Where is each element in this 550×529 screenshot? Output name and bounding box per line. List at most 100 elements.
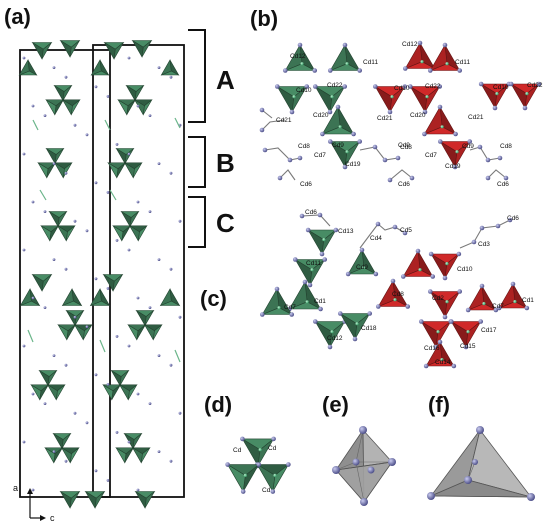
- a-tet-edge-2: [160, 59, 180, 76]
- a-atom-29: [178, 219, 182, 223]
- a-linker-2: [27, 329, 34, 343]
- a-atom-24: [31, 200, 35, 204]
- a-atom-61: [178, 411, 182, 415]
- a-tet-edge-1: [90, 59, 110, 76]
- a-atom-4: [64, 75, 68, 79]
- a-tet-top-3: [131, 40, 153, 58]
- c-label-14: Cd1: [522, 297, 534, 304]
- c-tet-cd7-red: [465, 283, 499, 313]
- a-atom-10: [43, 114, 47, 117]
- c-atom-2: [375, 221, 381, 227]
- a-atom-69: [169, 459, 173, 463]
- b-label-21: Cd9: [462, 143, 474, 150]
- panel-a-unit-cell-view: [18, 40, 185, 509]
- c-bond-2: [371, 223, 406, 234]
- a-trimer-D2: [127, 310, 163, 341]
- a-atom-19: [157, 162, 161, 166]
- a-trimer-F1-tet-1: [52, 433, 72, 450]
- a-atom-67: [157, 450, 161, 453]
- a-atom-47: [115, 335, 119, 338]
- a-atom-43: [148, 306, 152, 309]
- a-atom-9: [136, 104, 140, 108]
- c-atom-3: [392, 224, 398, 230]
- panel-a-atoms: [22, 56, 182, 492]
- a-trimer-B2-tet-1: [115, 148, 135, 165]
- a-tet-midrow-0: [19, 288, 41, 307]
- b-label-13: Cd20: [410, 112, 426, 119]
- b-bond-4: [359, 146, 399, 161]
- c-label-8: Cd10: [457, 266, 473, 273]
- b-bond-3: [279, 169, 296, 181]
- a-atom-33: [127, 248, 131, 252]
- a-atom-55: [106, 383, 110, 386]
- a-atom-35: [157, 258, 161, 261]
- a-atom-28: [73, 219, 77, 223]
- a-trimer-F1-tet-3: [44, 447, 64, 464]
- a-atom-39: [106, 287, 110, 290]
- a-trimer-F2-tet-3: [115, 447, 135, 464]
- c-label-13: Cd7: [492, 303, 504, 310]
- a-atom-54: [94, 373, 98, 377]
- a-trimer-C2-tet-1: [120, 211, 140, 228]
- c-tet-cd14: [423, 339, 457, 369]
- b-tet-cd20-red: [422, 104, 458, 137]
- a-linker-5: [174, 349, 181, 363]
- a-atom-32: [22, 248, 26, 252]
- a-trimer-E2-tet-3: [102, 384, 122, 401]
- b-label-18: Cd9: [398, 142, 410, 149]
- a-tet-mid-0: [31, 274, 53, 292]
- b-label-0: Cd12: [290, 53, 306, 60]
- a-trimer-C2-tet-3: [112, 225, 132, 242]
- c-tet-cd11: [292, 257, 328, 288]
- c-label-3: Cd5: [400, 227, 412, 234]
- c-atom-7: [495, 223, 501, 229]
- a-atom-26: [43, 210, 47, 214]
- a-atom-70: [94, 469, 98, 473]
- b-label-16: Cd8: [298, 143, 310, 150]
- a-trimer-B2-tet-2: [123, 162, 143, 179]
- d-label-1: Cd: [268, 445, 277, 452]
- a-atom-15: [115, 143, 119, 146]
- a-trimer-A2-tet-3: [117, 99, 137, 116]
- c-label-9: Cd7: [284, 304, 296, 311]
- b-label-10: Cd21: [276, 117, 292, 124]
- c-label-1: Cd13: [338, 228, 354, 235]
- b-bond-2: [264, 147, 301, 161]
- b-label-8: Cd10: [493, 84, 509, 91]
- a-atom-23: [106, 191, 110, 194]
- a-tet-midrow-3: [159, 288, 181, 307]
- a-trimer-E2-tet-2: [118, 384, 138, 401]
- a-linker-0: [32, 119, 39, 131]
- c-label-12: Cd2: [432, 295, 444, 302]
- a-trimer-D1-tet-3: [57, 324, 77, 341]
- c-label-10: Cd1: [314, 298, 326, 305]
- b-tet-cd19: [327, 139, 363, 170]
- panel-label-d: (d): [204, 392, 232, 417]
- a-atom-57: [136, 392, 140, 396]
- c-label-16: Cd12: [327, 335, 343, 342]
- c-tet-cd9: [345, 247, 379, 277]
- a-atom-0: [22, 56, 26, 60]
- a-trimer-F2-tet-2: [131, 447, 151, 464]
- a-tet-mid-1: [102, 274, 124, 292]
- b-label-23: Cd19: [345, 161, 361, 168]
- panel-label-f: (f): [428, 392, 450, 417]
- d-trimer-tet-3: [225, 462, 262, 494]
- a-atom-14: [85, 133, 89, 137]
- a-trimer-C1: [40, 211, 76, 242]
- c-atom-4: [402, 230, 408, 236]
- panel-c-layer-structure: Cd6 Cd13 Cd4 Cd5 Cd6 Cd3 Cd11 Cd9 Cd10 Cd7 Cd1 Cd8 C…: [259, 209, 534, 369]
- b-atom-11: [485, 157, 491, 163]
- a-trimer-B2: [107, 148, 143, 179]
- a-atom-11: [148, 114, 152, 117]
- c-atom-5: [471, 239, 477, 245]
- a-atom-3: [157, 66, 161, 69]
- b-label-2: Cd12: [402, 41, 418, 48]
- a-atom-25: [136, 200, 140, 204]
- b-label-14: Cd21: [468, 114, 484, 121]
- a-atom-51: [157, 354, 161, 357]
- a-atom-68: [64, 459, 68, 463]
- layer-bracket-b: [188, 136, 206, 188]
- c-atom-6: [479, 225, 485, 231]
